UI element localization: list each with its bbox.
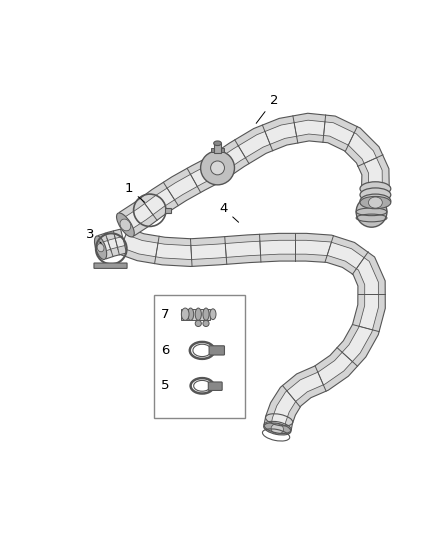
Circle shape (211, 161, 225, 175)
Ellipse shape (360, 188, 391, 202)
Text: 1: 1 (125, 182, 145, 203)
Polygon shape (121, 235, 378, 429)
FancyBboxPatch shape (94, 263, 127, 269)
Ellipse shape (203, 308, 209, 320)
Text: 4: 4 (219, 202, 239, 222)
Ellipse shape (360, 194, 391, 208)
Circle shape (201, 151, 234, 185)
Polygon shape (98, 229, 127, 259)
Circle shape (195, 320, 201, 327)
Ellipse shape (264, 423, 291, 435)
Text: 2: 2 (256, 94, 278, 123)
Polygon shape (214, 120, 382, 189)
Text: 5: 5 (161, 379, 170, 392)
Text: 3: 3 (86, 229, 101, 243)
Bar (215, 143, 221, 152)
Ellipse shape (181, 308, 189, 320)
FancyBboxPatch shape (209, 346, 224, 355)
Ellipse shape (368, 197, 382, 208)
Ellipse shape (187, 308, 194, 320)
Ellipse shape (97, 244, 104, 252)
Bar (221, 148, 224, 152)
FancyBboxPatch shape (208, 382, 222, 391)
Polygon shape (119, 156, 224, 236)
Polygon shape (123, 161, 221, 230)
Polygon shape (210, 113, 389, 189)
Ellipse shape (195, 308, 201, 320)
Text: 7: 7 (161, 308, 170, 321)
Polygon shape (101, 237, 125, 252)
Bar (212, 148, 215, 152)
Ellipse shape (210, 309, 216, 320)
Circle shape (203, 320, 209, 327)
Circle shape (356, 196, 387, 227)
Ellipse shape (120, 219, 131, 231)
Bar (165, 208, 171, 213)
Ellipse shape (214, 141, 221, 146)
Bar (180, 309, 210, 320)
Bar (155, 295, 245, 418)
Ellipse shape (95, 236, 107, 260)
Ellipse shape (117, 213, 134, 237)
Ellipse shape (360, 182, 391, 196)
Polygon shape (119, 228, 385, 430)
Text: 6: 6 (161, 344, 170, 357)
Ellipse shape (360, 196, 391, 209)
Ellipse shape (271, 424, 283, 434)
